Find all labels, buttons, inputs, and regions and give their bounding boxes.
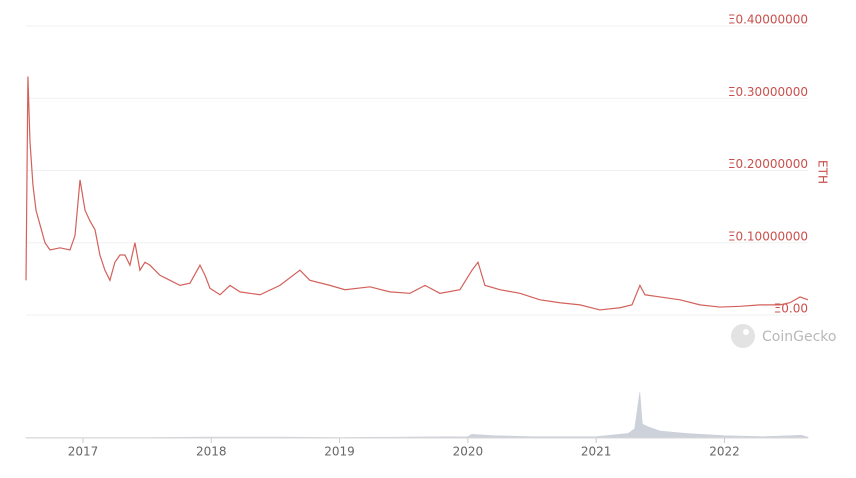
x-tick-label: 2021 (581, 445, 612, 459)
y-tick-label: Ξ0.40000000 (728, 13, 808, 27)
x-tick-label: 2019 (324, 445, 355, 459)
x-tick-label: 2018 (196, 445, 227, 459)
watermark: CoinGecko (762, 329, 836, 345)
x-tick-label: 2022 (709, 445, 740, 459)
y-tick-label: Ξ0.10000000 (728, 229, 808, 243)
x-tick-label: 2020 (453, 445, 484, 459)
x-tick-label: 2017 (68, 445, 99, 459)
price-line (25, 76, 809, 311)
watermark-logo (731, 324, 755, 348)
y-tick-label: Ξ0.20000000 (728, 157, 808, 171)
watermark-logo-eye (743, 329, 749, 335)
y-axis-label: ETH (816, 160, 830, 184)
volume-area (25, 391, 809, 439)
y-tick-label: Ξ0.00 (774, 302, 808, 316)
y-tick-label: Ξ0.30000000 (728, 85, 808, 99)
